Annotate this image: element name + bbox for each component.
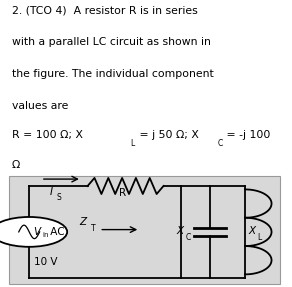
Circle shape bbox=[0, 217, 67, 247]
Text: L: L bbox=[130, 139, 134, 148]
Text: AC: AC bbox=[47, 227, 65, 237]
Text: with a parallel LC circuit as shown in: with a parallel LC circuit as shown in bbox=[12, 37, 211, 47]
Text: R = 100 Ω; X: R = 100 Ω; X bbox=[12, 130, 83, 140]
Text: = -j 100: = -j 100 bbox=[223, 130, 270, 140]
Text: S: S bbox=[57, 193, 62, 202]
Text: X: X bbox=[248, 226, 255, 236]
Text: V: V bbox=[34, 227, 41, 237]
Text: C: C bbox=[218, 139, 223, 148]
Text: C: C bbox=[186, 233, 191, 242]
Text: X: X bbox=[177, 226, 184, 236]
Text: T: T bbox=[91, 224, 95, 233]
Text: S: S bbox=[246, 208, 251, 217]
Text: L: L bbox=[257, 233, 261, 242]
Text: R: R bbox=[119, 188, 126, 198]
Text: values are: values are bbox=[12, 101, 68, 111]
Text: ?: ? bbox=[250, 199, 256, 209]
Text: in: in bbox=[42, 232, 49, 238]
Text: Ω: Ω bbox=[12, 160, 20, 170]
Text: = j 50 Ω; X: = j 50 Ω; X bbox=[136, 130, 199, 140]
Text: Z: Z bbox=[79, 217, 86, 227]
Text: What is the total source current, I: What is the total source current, I bbox=[12, 199, 195, 209]
Text: 10 V: 10 V bbox=[34, 257, 57, 267]
Text: the figure. The individual component: the figure. The individual component bbox=[12, 69, 213, 79]
Text: 2. (TCO 4)  A resistor R is in series: 2. (TCO 4) A resistor R is in series bbox=[12, 5, 197, 15]
Text: I: I bbox=[50, 187, 53, 197]
